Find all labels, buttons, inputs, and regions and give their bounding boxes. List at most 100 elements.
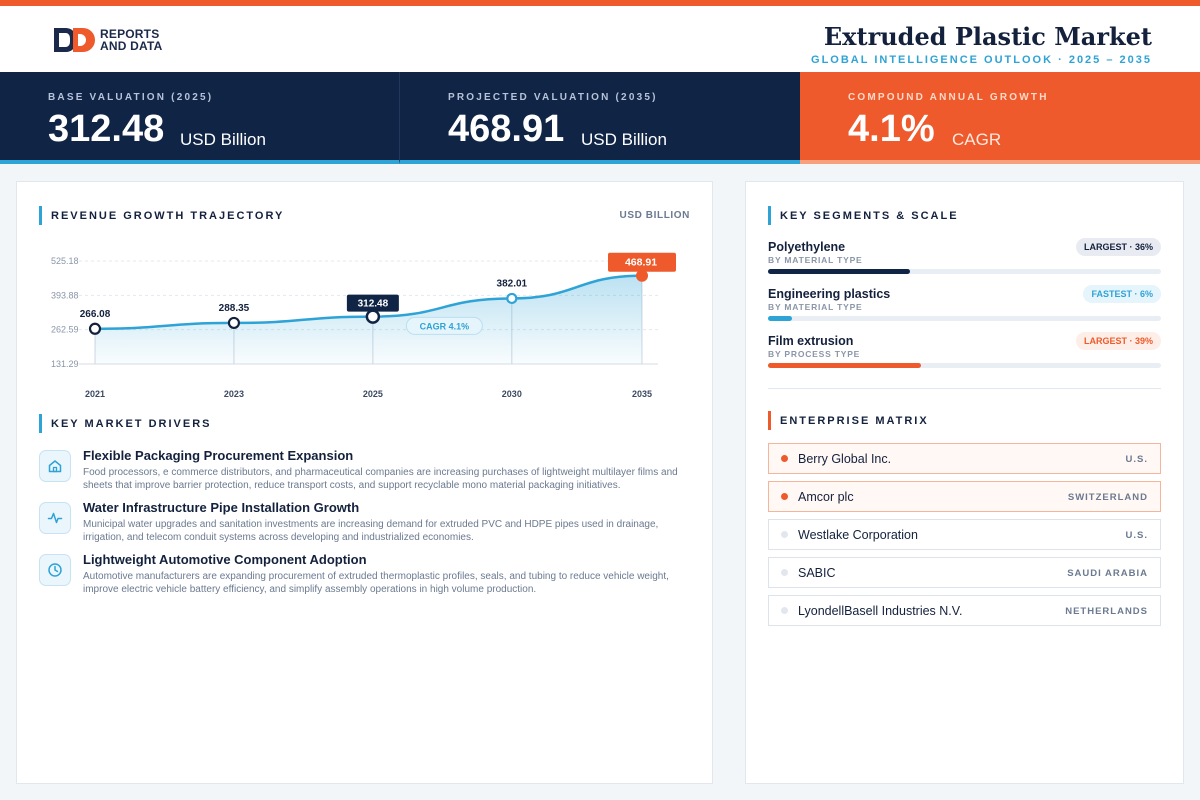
data-label-box [608, 252, 676, 272]
segment-badge: FASTEST · 6% [1083, 285, 1161, 303]
driver-title: Flexible Packaging Procurement Expansion [83, 448, 354, 463]
drivers-list: Flexible Packaging Procurement Expansion… [39, 448, 689, 604]
status-dot-icon [781, 607, 788, 614]
data-label: 468.91 [625, 257, 657, 269]
segment-badge: LARGEST · 36% [1075, 238, 1161, 256]
driver-title: Water Infrastructure Pipe Installation G… [83, 500, 360, 515]
data-point [365, 309, 381, 324]
data-label-box [346, 294, 399, 312]
segments-list: Polyethylene BY MATERIAL TYPE LARGEST · … [768, 238, 1161, 381]
right-panel: KEY SEGMENTS & SCALE Polyethylene BY MAT… [745, 181, 1184, 784]
page-header: REPORTS AND DATA Extruded Plastic Market… [0, 6, 1200, 72]
brand-logo[interactable]: REPORTS AND DATA [54, 28, 162, 52]
cagr-annotation-pill [405, 316, 483, 335]
data-point [506, 292, 518, 305]
data-point [88, 322, 102, 335]
data-point [636, 269, 648, 282]
kpi-label: COMPOUND ANNUAL GROWTH [848, 92, 1049, 103]
driver-item: Flexible Packaging Procurement Expansion… [39, 448, 689, 492]
segment-bar-track [768, 269, 1161, 274]
kpi-unit: CAGR [952, 130, 1002, 149]
enterprise-name: SABIC [798, 566, 836, 580]
kpi-value: 468.91 [448, 108, 565, 150]
section-divider [768, 388, 1161, 389]
kpi-value: 312.48 [48, 108, 165, 150]
kpi-unit: USD Billion [581, 130, 667, 149]
data-label: 312.48 [358, 299, 389, 310]
driver-title: Lightweight Automotive Component Adoptio… [83, 552, 367, 567]
segments-section-title: KEY SEGMENTS & SCALE [768, 206, 959, 225]
data-point [227, 316, 241, 330]
driver-description: Food processors, e commerce distributors… [83, 467, 678, 491]
y-tick-label: 131.29 [51, 359, 79, 369]
enterprise-country: SAUDI ARABIA [1067, 568, 1148, 579]
enterprise-name: Amcor plc [798, 490, 854, 504]
enterprise-row[interactable]: Westlake Corporation U.S. [768, 519, 1161, 550]
segment-item: Film extrusion BY PROCESS TYPE LARGEST ·… [768, 332, 1161, 381]
enterprise-matrix: Berry Global Inc. U.S. Amcor plc SWITZER… [768, 443, 1161, 633]
enterprise-row[interactable]: SABIC SAUDI ARABIA [768, 557, 1161, 588]
segment-bar-fill [768, 269, 910, 274]
enterprise-country: NETHERLANDS [1065, 606, 1148, 617]
status-dot-icon [781, 455, 788, 462]
page-title: Extruded Plastic Market [823, 22, 1152, 51]
x-tick-label: 2030 [502, 389, 522, 399]
driver-description: Municipal water upgrades and sanitation … [83, 519, 659, 543]
y-tick-label: 525.18 [51, 256, 79, 266]
page-subtitle: GLOBAL INTELLIGENCE OUTLOOK · 2025 – 203… [811, 54, 1152, 66]
kpi-unit: USD Billion [180, 130, 266, 149]
logo-mark-icon [54, 28, 96, 52]
status-dot-icon [781, 493, 788, 500]
segment-bar-track [768, 363, 1161, 368]
segment-name: Engineering plastics [768, 287, 891, 301]
data-label: 382.01 [497, 278, 528, 289]
driver-item: Lightweight Automotive Component Adoptio… [39, 552, 689, 596]
segment-item: Engineering plastics BY MATERIAL TYPE FA… [768, 285, 1161, 334]
data-label: 266.08 [80, 309, 111, 320]
status-dot-icon [781, 569, 788, 576]
status-dot-icon [781, 531, 788, 538]
x-tick-label: 2023 [224, 389, 244, 399]
logo-line-2: AND DATA [100, 39, 163, 53]
enterprise-country: U.S. [1125, 530, 1148, 541]
matrix-section-title: ENTERPRISE MATRIX [768, 411, 929, 430]
data-label: 288.35 [219, 303, 250, 314]
kpi-base-valuation: BASE VALUATION (2025) 312.48 USD Billion [0, 72, 400, 164]
enterprise-row[interactable]: Berry Global Inc. U.S. [768, 443, 1161, 474]
x-tick-label: 2035 [632, 389, 652, 399]
driver-description: Automotive manufacturers are expanding p… [83, 571, 669, 595]
clock-icon [39, 554, 71, 586]
enterprise-name: Berry Global Inc. [798, 452, 892, 466]
segment-item: Polyethylene BY MATERIAL TYPE LARGEST · … [768, 238, 1161, 287]
kpi-label: BASE VALUATION (2025) [48, 92, 214, 103]
cagr-annotation: CAGR 4.1% [420, 321, 470, 331]
chart-section-title: REVENUE GROWTH TRAJECTORY [39, 206, 284, 225]
left-panel: REVENUE GROWTH TRAJECTORY USD BILLION 26… [16, 181, 713, 784]
driver-item: Water Infrastructure Pipe Installation G… [39, 500, 689, 544]
kpi-value: 4.1% [848, 108, 935, 150]
logo-text: REPORTS AND DATA [100, 28, 162, 52]
chart-unit-label: USD BILLION [619, 210, 690, 221]
enterprise-country: SWITZERLAND [1067, 492, 1148, 503]
enterprise-row[interactable]: LyondellBasell Industries N.V. NETHERLAN… [768, 595, 1161, 626]
segment-name: Polyethylene [768, 240, 846, 254]
enterprise-row[interactable]: Amcor plc SWITZERLAND [768, 481, 1161, 512]
segment-type: BY MATERIAL TYPE [768, 302, 863, 312]
segment-type: BY PROCESS TYPE [768, 349, 861, 359]
segment-bar-track [768, 316, 1161, 321]
y-tick-label: 262.59 [51, 325, 79, 335]
home-icon [39, 450, 71, 482]
segment-type: BY MATERIAL TYPE [768, 255, 863, 265]
kpi-cagr: COMPOUND ANNUAL GROWTH 4.1% CAGR [800, 72, 1200, 164]
x-tick-label: 2025 [363, 389, 383, 399]
logo-line-1: REPORTS [100, 27, 160, 41]
enterprise-name: Westlake Corporation [798, 528, 918, 542]
y-tick-label: 393.88 [51, 290, 79, 300]
pulse-icon [39, 502, 71, 534]
kpi-projected-valuation: PROJECTED VALUATION (2035) 468.91 USD Bi… [400, 72, 800, 164]
top-accent-bar [0, 0, 1200, 6]
segment-name: Film extrusion [768, 334, 854, 348]
segment-bar-fill [768, 363, 922, 368]
x-tick-label: 2021 [85, 389, 105, 399]
